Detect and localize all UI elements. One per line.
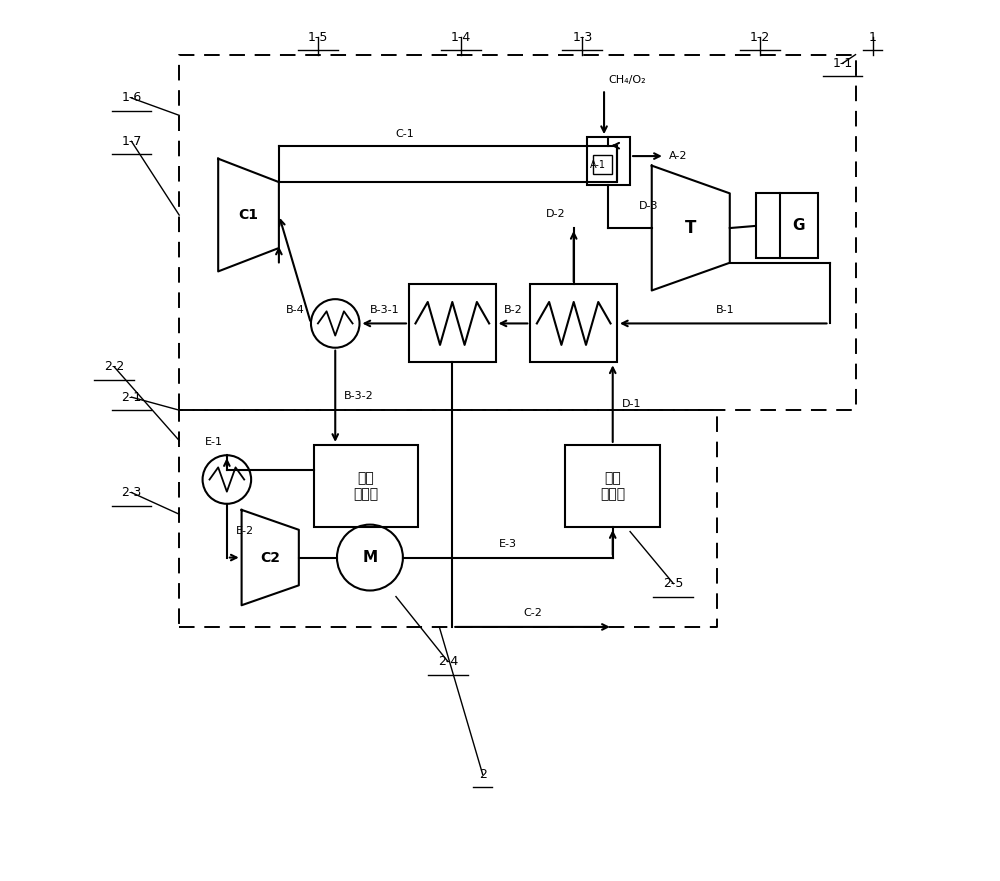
- Text: 2-1: 2-1: [121, 390, 142, 403]
- Text: C1: C1: [239, 208, 259, 222]
- Text: A-1: A-1: [590, 159, 606, 170]
- Text: 1-7: 1-7: [121, 135, 142, 148]
- Text: 1-3: 1-3: [572, 31, 593, 44]
- Bar: [593, 155, 612, 174]
- Text: B-1: B-1: [716, 305, 735, 315]
- Text: B-3-2: B-3-2: [344, 391, 374, 401]
- Text: E-3: E-3: [499, 539, 517, 549]
- Text: 1: 1: [869, 31, 877, 44]
- Text: 2-3: 2-3: [121, 486, 142, 499]
- Text: D-3: D-3: [639, 202, 658, 211]
- Text: 1-6: 1-6: [121, 92, 142, 105]
- Text: 1-4: 1-4: [451, 31, 471, 44]
- Text: B-2: B-2: [504, 305, 522, 315]
- Text: C2: C2: [260, 551, 280, 565]
- Text: D-1: D-1: [621, 398, 641, 409]
- Text: B-4: B-4: [286, 305, 304, 315]
- Bar: [314, 445, 418, 527]
- Text: E-1: E-1: [205, 437, 223, 447]
- Text: 2-5: 2-5: [663, 577, 684, 590]
- Text: 1-1: 1-1: [832, 56, 853, 70]
- Text: E-2: E-2: [236, 526, 254, 536]
- Text: 2-2: 2-2: [104, 360, 124, 374]
- Text: 1-5: 1-5: [308, 31, 328, 44]
- Text: 高压
储气室: 高压 储气室: [600, 471, 625, 501]
- Text: G: G: [793, 218, 805, 233]
- Text: B-3-1: B-3-1: [369, 305, 399, 315]
- Text: 2: 2: [479, 768, 487, 781]
- Text: 1-2: 1-2: [750, 31, 770, 44]
- Text: CH₄/O₂: CH₄/O₂: [608, 75, 646, 85]
- Text: D-2: D-2: [545, 210, 565, 219]
- Text: 2-4: 2-4: [438, 655, 458, 668]
- Text: A-2: A-2: [669, 151, 688, 161]
- Bar: [587, 137, 630, 185]
- Bar: [409, 285, 496, 362]
- Text: 低压
储气室: 低压 储气室: [353, 471, 378, 501]
- Text: C-2: C-2: [523, 608, 542, 618]
- Text: C-1: C-1: [395, 129, 414, 138]
- Bar: [756, 193, 818, 258]
- Text: M: M: [362, 550, 377, 565]
- Text: T: T: [685, 219, 696, 237]
- Bar: [565, 445, 660, 527]
- Bar: [530, 285, 617, 362]
